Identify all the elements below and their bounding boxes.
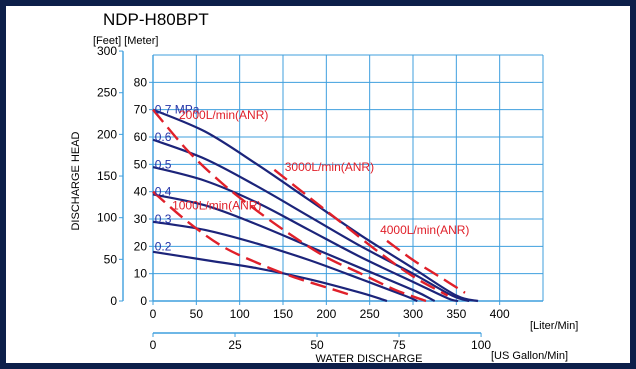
y-meter-tick-label: 20 (134, 239, 148, 253)
y-meter-tick-label: 60 (134, 130, 148, 144)
x-primary-tick-label: 350 (446, 307, 466, 321)
air-consumption-curve (386, 239, 466, 294)
pressure-label: 0.7 MPa (155, 103, 200, 117)
y-meter-tick-label: 30 (134, 212, 148, 226)
y-meter-tick-label: 70 (134, 103, 148, 117)
units-label: [Feet] [Meter] (93, 35, 158, 47)
y-meter-tick-label: 50 (134, 157, 148, 171)
pressure-label: 0.6 (155, 130, 172, 144)
x-secondary-tick-label: 0 (150, 338, 157, 352)
x-primary-tick-label: 200 (316, 307, 336, 321)
pump-performance-chart: NDP-H80BPT [Feet] [Meter] DISCHARGE HEAD… (70, 10, 578, 365)
y-feet-tick-label: 100 (97, 211, 117, 225)
pressure-label: 0.4 (155, 185, 172, 199)
x-axis-label: WATER DISCHARGE (316, 353, 423, 363)
y-feet-tick-label: 250 (97, 86, 117, 100)
x-primary-tick-label: 250 (360, 307, 380, 321)
pressure-curve (152, 250, 388, 303)
air-consumption-label: 3000L/min(ANR) (285, 160, 374, 174)
curves (152, 108, 479, 303)
y-meter-tick-label: 80 (134, 75, 148, 89)
y-feet-tick-label: 300 (97, 44, 117, 58)
air-consumption-curve (152, 190, 353, 297)
air-consumption-label: 4000L/min(ANR) (380, 223, 469, 237)
y-feet-tick-label: 200 (97, 127, 117, 141)
y-feet-tick-label: 150 (97, 169, 117, 183)
x-primary-tick-label: 300 (403, 307, 423, 321)
y-meter-tick-label: 10 (134, 267, 148, 281)
x-secondary-tick-label: 75 (392, 338, 406, 352)
grid (153, 54, 544, 301)
chart-title: NDP-H80BPT (103, 10, 209, 29)
x-unit-secondary: [US Gallon/Min] (491, 350, 568, 362)
chart-panel: NDP-H80BPT [Feet] [Meter] DISCHARGE HEAD… (6, 6, 630, 365)
air-consumption-label: 2000L/min(ANR) (179, 108, 268, 122)
pressure-label: 0.2 (155, 239, 172, 253)
air-consumption-curve (152, 108, 427, 303)
air-consumption-label: 1000L/min(ANR) (172, 198, 261, 212)
x-primary-tick-label: 150 (273, 307, 293, 321)
y-meter-tick-label: 0 (140, 294, 147, 308)
pressure-label: 0.5 (155, 157, 172, 171)
pressure-curve (152, 138, 470, 303)
x-primary-tick-label: 400 (490, 307, 510, 321)
y-axis-label: DISCHARGE HEAD (70, 131, 82, 230)
y-feet-tick-label: 50 (104, 252, 118, 266)
pressure-curve (152, 220, 418, 303)
y-meter-tick-label: 40 (134, 185, 148, 199)
x-secondary-tick-label: 100 (471, 338, 491, 352)
x-primary-tick-label: 100 (230, 307, 250, 321)
pressure-label: 0.3 (155, 212, 172, 226)
x-primary-tick-label: 0 (150, 307, 157, 321)
x-secondary-tick-label: 50 (310, 338, 324, 352)
y-feet-tick-label: 0 (110, 294, 117, 308)
pressure-curve (152, 166, 459, 303)
curve-labels: 0.7 MPa 0.6 0.5 0.4 0.3 0.2 2000L/min(ANR) 3000… (155, 103, 470, 254)
x-unit-primary: [Liter/Min] (530, 320, 578, 332)
x-primary-tick-label: 50 (190, 307, 204, 321)
x-secondary-tick-label: 25 (228, 338, 242, 352)
